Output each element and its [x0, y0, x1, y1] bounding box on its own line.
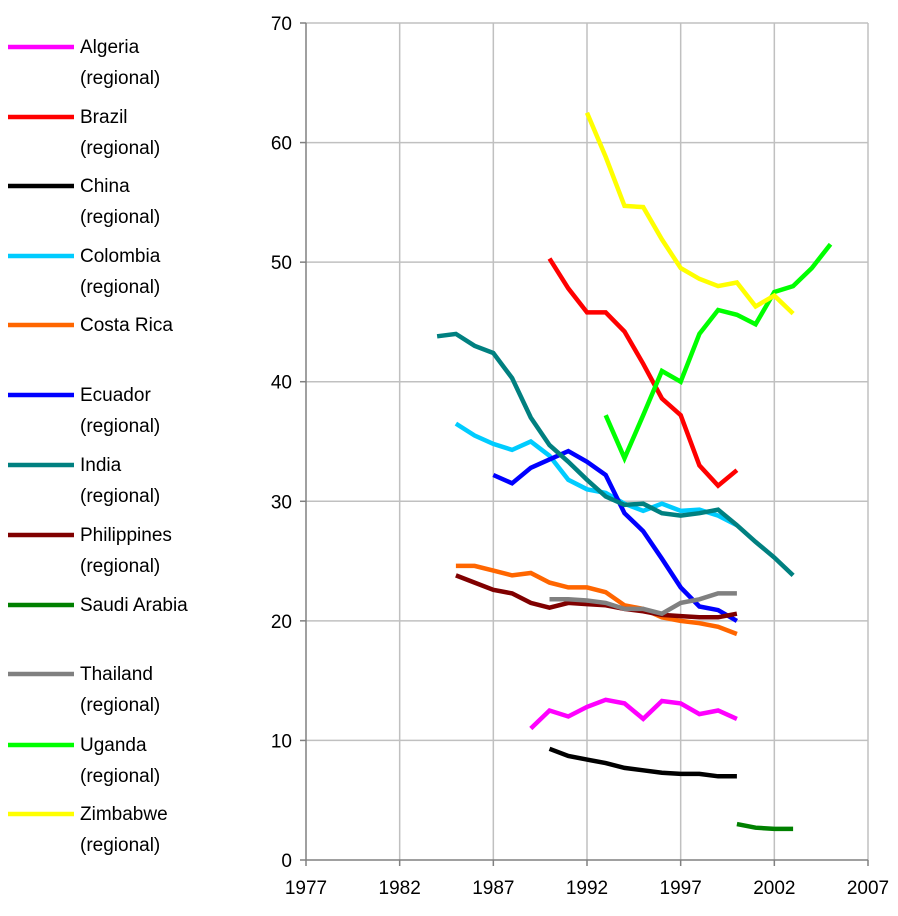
x-tick-label: 2002	[753, 878, 795, 899]
series-line-thailand-regional	[549, 591, 737, 617]
y-tick-label: 10	[271, 731, 292, 752]
series-line-ecuador-regional	[492, 448, 739, 623]
series-line-colombia-regional	[454, 421, 738, 528]
legend-label: Colombia	[80, 246, 161, 267]
legend-label: (regional)	[80, 835, 160, 856]
legend-label: Algeria	[80, 37, 140, 58]
legend-label: (regional)	[80, 766, 160, 787]
series-line-costa-rica	[455, 563, 738, 637]
y-tick-label: 20	[271, 612, 292, 633]
series-line-philippines-regional	[455, 573, 738, 620]
legend-label: (regional)	[80, 207, 160, 228]
legend-label: Thailand	[80, 664, 153, 685]
x-tick-label: 1982	[379, 878, 421, 899]
legend-label: (regional)	[80, 556, 160, 577]
y-tick-label: 0	[281, 851, 292, 872]
legend-label: (regional)	[80, 416, 160, 437]
y-tick-label: 40	[271, 373, 292, 394]
series-line-uganda-regional	[603, 242, 833, 464]
y-tick-label: 60	[271, 134, 292, 155]
x-tick-label: 1992	[566, 878, 608, 899]
y-tick-label: 30	[271, 492, 292, 513]
series-line-saudi-arabia	[736, 821, 794, 832]
series-line-china-regional	[548, 746, 737, 779]
legend-label: Uganda	[80, 735, 147, 756]
legend-label: Brazil	[80, 107, 128, 128]
x-tick-label: 1977	[285, 878, 327, 899]
legend-label: (regional)	[80, 695, 160, 716]
series-line-brazil-regional	[547, 257, 739, 489]
legend-label: (regional)	[80, 277, 160, 298]
x-tick-label: 1997	[660, 878, 702, 899]
gridlines	[306, 22, 869, 860]
series-line-zimbabwe-regional	[584, 111, 795, 316]
legend-label: (regional)	[80, 68, 160, 89]
axes: 0 10 20 30 40 50 60 70 1977 1982 1987 1992 1997 2002 2…	[271, 14, 889, 899]
legend-label: India	[80, 455, 122, 476]
x-tick-label: 2007	[847, 878, 889, 899]
series-line-algeria-regional	[529, 697, 738, 731]
y-tick-label: 70	[271, 14, 292, 35]
series-line-india-regional	[436, 331, 795, 578]
legend-label: Zimbabwe	[80, 804, 168, 825]
legend-label: Saudi Arabia	[80, 595, 188, 616]
x-tick-label: 1987	[472, 878, 514, 899]
legend-label: Costa Rica	[80, 315, 173, 336]
legend-label: (regional)	[80, 138, 160, 159]
legend: Algeria (regional) Brazil (regional) China (r…	[8, 37, 188, 856]
legend-label: China	[80, 176, 130, 197]
y-tick-label: 50	[271, 253, 292, 274]
legend-label: Ecuador	[80, 385, 151, 406]
legend-label: Philippines	[80, 525, 172, 546]
series-lines	[436, 111, 833, 832]
legend-label: (regional)	[80, 486, 160, 507]
